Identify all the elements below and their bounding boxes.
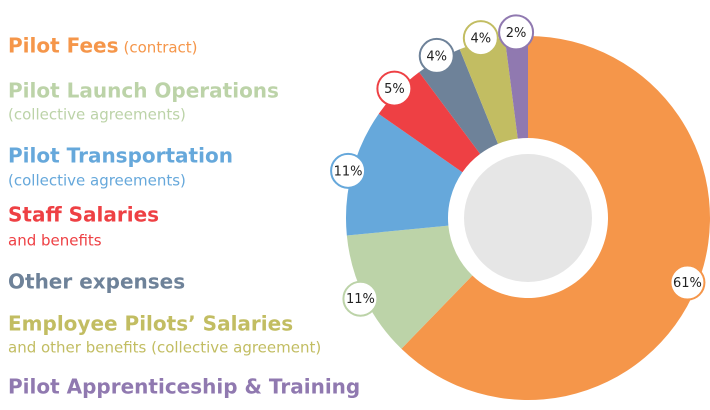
value-label: 11%	[334, 164, 363, 179]
legend-note: (contract)	[124, 39, 198, 57]
legend-name: Pilot Fees	[8, 34, 119, 58]
legend-name: Other expenses	[8, 270, 185, 294]
legend-name: Employee Pilots’ Salaries	[8, 312, 293, 336]
donut-segment	[401, 36, 710, 400]
donut-hole	[464, 154, 592, 282]
donut-segment	[346, 225, 473, 349]
label-badge	[669, 264, 706, 301]
value-label: 4%	[426, 49, 447, 64]
value-label: 4%	[471, 32, 492, 47]
value-label: 2%	[506, 26, 527, 41]
label-badge	[330, 152, 367, 189]
label-badge	[498, 14, 535, 51]
legend-name: Pilot Launch Operations	[8, 79, 279, 103]
label-badge	[342, 280, 379, 317]
legend-note: and benefits	[8, 232, 102, 250]
value-label: 5%	[384, 82, 405, 97]
donut-segment	[419, 49, 498, 154]
legend-note: (collective agreements)	[8, 172, 186, 190]
legend-name: Staff Salaries	[8, 203, 159, 227]
donut-segment	[504, 36, 528, 139]
label-badge	[376, 70, 413, 107]
label-badge	[418, 37, 455, 74]
donut-segment	[346, 113, 463, 236]
legend-note: (collective agreements)	[8, 106, 186, 124]
donut-segment	[459, 37, 518, 144]
value-label: 11%	[346, 292, 375, 307]
value-label: 61%	[673, 276, 702, 291]
legend-name: Pilot Apprenticeship & Training	[8, 375, 360, 399]
legend-note: and other benefits (collective agreement…	[8, 339, 321, 357]
legend-name: Pilot Transportation	[8, 144, 233, 168]
label-badge	[462, 20, 499, 57]
